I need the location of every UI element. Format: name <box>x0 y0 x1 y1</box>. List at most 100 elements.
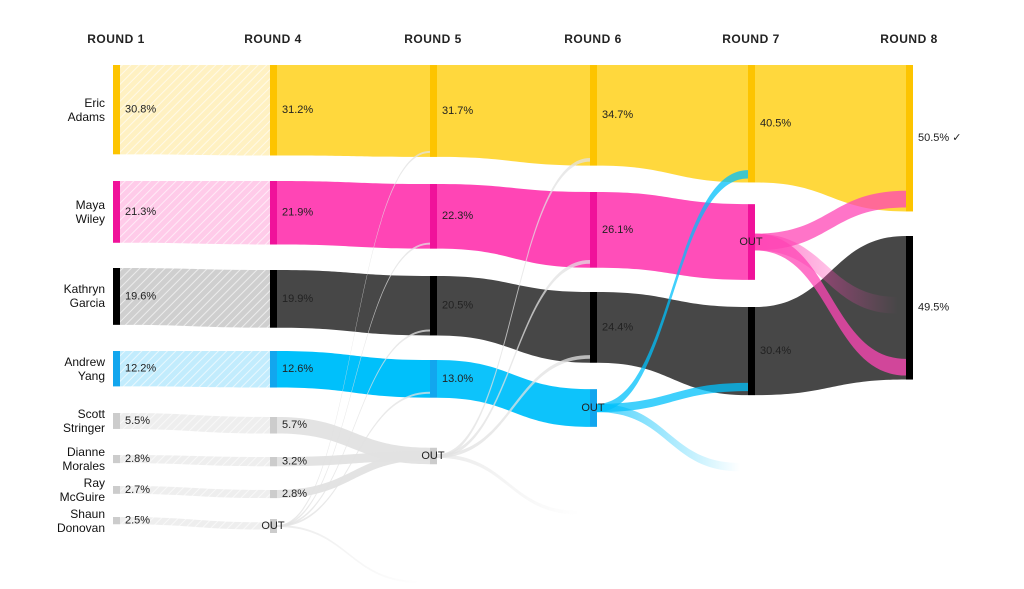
value-label: 31.7% <box>442 105 473 117</box>
flow <box>437 65 590 166</box>
node-bar <box>113 181 120 243</box>
exhausted <box>755 233 898 314</box>
labels: ROUND 1 ROUND 4 ROUND 5 ROUND 6 ROUND 7 ROUND… <box>87 32 961 532</box>
candidate-name: Kathryn Garcia <box>63 282 105 311</box>
value-label: 2.5% <box>125 515 150 527</box>
exhausted <box>597 403 740 472</box>
node-bar <box>906 65 913 212</box>
transfer <box>755 233 906 376</box>
round-header: ROUND 7 <box>722 32 780 46</box>
value-label: 22.3% <box>442 210 473 222</box>
node-bar <box>590 292 597 363</box>
node-bar <box>270 351 277 388</box>
nodes <box>113 65 913 533</box>
value-label: 3.2% <box>282 456 307 468</box>
out-node <box>748 204 755 280</box>
transfer <box>597 170 748 413</box>
exhausted <box>277 525 420 583</box>
out-label: OUT <box>581 402 605 414</box>
value-label: 21.9% <box>282 207 313 219</box>
node-bar <box>590 65 597 166</box>
value-label: 26.1% <box>602 224 633 236</box>
flow <box>437 276 590 363</box>
flows <box>120 65 906 583</box>
transfer <box>437 260 590 458</box>
value-label: 24.4% <box>602 321 633 333</box>
round-header: ROUND 5 <box>404 32 462 46</box>
candidate-name: Dianne Morales <box>62 445 106 474</box>
transfer <box>277 391 430 527</box>
node-bar <box>270 457 277 467</box>
round-header: ROUND 8 <box>880 32 938 46</box>
transfer <box>597 382 748 413</box>
flow <box>597 65 748 183</box>
value-label: 49.5% <box>918 302 949 314</box>
round-header: ROUND 4 <box>244 32 302 46</box>
transfer <box>437 157 590 458</box>
transfer <box>277 150 430 527</box>
out-label: OUT <box>261 520 285 532</box>
candidate-name: Maya Wiley <box>75 197 105 226</box>
node-bar <box>270 490 277 499</box>
value-label: 50.5% ✓ <box>918 132 961 144</box>
node-bar <box>113 268 120 325</box>
candidate-name: Shaun Donovan <box>56 506 106 535</box>
candidate-name: Ray McGuire <box>59 475 106 504</box>
value-label: 21.3% <box>125 206 156 218</box>
value-label: 2.8% <box>125 453 150 465</box>
value-label: 19.9% <box>282 293 313 305</box>
candidate-name: Andrew Yang <box>64 354 105 383</box>
value-label: 30.4% <box>760 345 791 357</box>
flow <box>597 292 748 396</box>
transfer <box>277 242 430 528</box>
node-bar <box>113 65 120 155</box>
flow <box>437 184 590 268</box>
out-node <box>590 389 597 427</box>
exhausted <box>437 454 580 515</box>
node-bar <box>270 65 277 156</box>
out-label: OUT <box>739 236 763 248</box>
transfer <box>437 355 590 458</box>
node-bar <box>113 455 120 464</box>
value-label: 30.8% <box>125 104 156 116</box>
value-label: 5.7% <box>282 419 307 431</box>
value-label: 5.5% <box>125 415 150 427</box>
value-label: 40.5% <box>760 118 791 130</box>
node-bar <box>113 486 120 494</box>
flow <box>120 455 270 467</box>
value-label: 19.6% <box>125 290 156 302</box>
node-bar <box>270 417 277 434</box>
node-bar <box>113 413 120 429</box>
value-label: 34.7% <box>602 109 633 121</box>
value-label: 12.2% <box>125 363 156 375</box>
out-node <box>270 519 277 533</box>
flow-out <box>597 192 748 280</box>
node-bar <box>270 181 277 245</box>
flow <box>277 65 430 157</box>
round-header: ROUND 6 <box>564 32 622 46</box>
value-label: 20.5% <box>442 300 473 312</box>
flow <box>277 351 430 398</box>
out-label: OUT <box>421 450 445 462</box>
round-header: ROUND 1 <box>87 32 145 46</box>
node-bar <box>590 192 597 268</box>
value-label: 2.7% <box>125 484 150 496</box>
flow <box>120 181 270 245</box>
node-bar <box>748 307 755 396</box>
flow <box>755 65 906 212</box>
node-bar <box>113 351 120 387</box>
value-label: 12.6% <box>282 363 313 375</box>
candidate-name: Scott Stringer <box>62 406 106 435</box>
node-bar <box>748 65 755 183</box>
value-label: 31.2% <box>282 104 313 116</box>
flow-out <box>120 517 270 530</box>
node-bar <box>430 276 437 336</box>
out-node <box>430 447 437 465</box>
flow <box>120 65 270 156</box>
flow <box>120 351 270 388</box>
flow <box>277 270 430 336</box>
flow <box>277 181 430 249</box>
